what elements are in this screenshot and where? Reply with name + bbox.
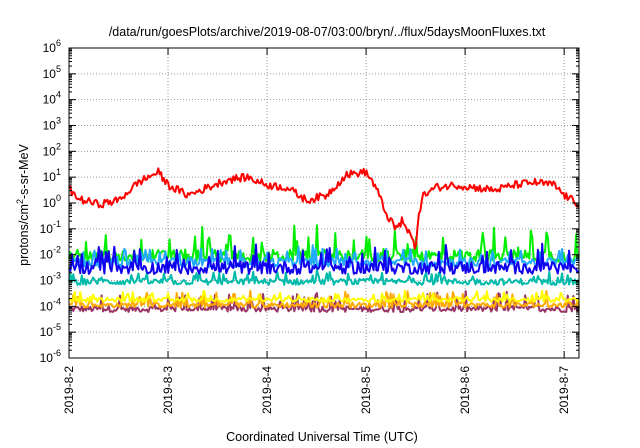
y-tick-label-base: 10 [43, 170, 57, 184]
y-axis-label-sup: 2 [15, 199, 25, 204]
x-tick-label: 2019-8-2 [62, 366, 76, 414]
data-series [68, 167, 580, 313]
x-axis-label: Coordinated Universal Time (UTC) [226, 430, 418, 444]
y-tick-label-base: 10 [43, 196, 57, 210]
y-tick-label-exp: -1 [53, 219, 61, 229]
x-tick-label: 2019-8-5 [359, 366, 373, 414]
y-tick-label-base: 10 [40, 299, 54, 313]
chart-title: /data/run/goesPlots/archive/2019-08-07/0… [109, 25, 546, 39]
y-tick-label-exp: 2 [56, 141, 61, 151]
y-tick-label-exp: 5 [56, 64, 61, 74]
x-tick-label: 2019-8-4 [260, 366, 274, 414]
x-axis-ticks: 2019-8-2 2019-8-3 2019-8-4 2019-8-5 2019-8-6… [62, 48, 571, 414]
series-line [68, 289, 580, 303]
y-tick-label-exp: 3 [56, 116, 61, 126]
y-tick-label-exp: 6 [56, 38, 61, 48]
y-tick-label: 10-6 [40, 348, 61, 365]
series-line [68, 269, 580, 286]
y-tick-label-exp: -4 [53, 296, 61, 306]
y-tick-label-base: 10 [43, 119, 57, 133]
y-axis-label-prefix: protons/cm [17, 204, 31, 266]
x-tick-label: 2019-8-6 [458, 366, 472, 414]
y-tick-label: 106 [43, 38, 61, 55]
y-tick-label-base: 10 [43, 144, 57, 158]
x-tick-label: 2019-8-3 [161, 366, 175, 414]
y-tick-label-base: 10 [40, 351, 54, 365]
y-tick-label-exp: 1 [56, 167, 61, 177]
y-tick-label-exp: -3 [53, 271, 61, 281]
y-tick-label: 10-1 [40, 219, 61, 236]
y-axis-label: protons/cm2-s-sr-MeV [15, 143, 31, 265]
y-tick-label-exp: -5 [53, 322, 61, 332]
y-tick-label-exp: -6 [53, 348, 61, 358]
y-tick-label-base: 10 [40, 248, 54, 262]
y-axis-label-suffix: -s-sr-MeV [17, 143, 31, 199]
y-tick-label-base: 10 [40, 222, 54, 236]
y-tick-label: 10-2 [40, 245, 61, 262]
series-line [68, 289, 580, 309]
y-tick-label-base: 10 [43, 41, 57, 55]
series-line [68, 242, 580, 275]
series-line [68, 167, 580, 250]
y-tick-label: 101 [43, 167, 61, 184]
y-axis-ticks: 10-610-510-410-310-210-11001011021031041… [40, 38, 579, 365]
y-tick-label: 100 [43, 193, 61, 210]
y-tick-label-base: 10 [43, 67, 57, 81]
y-tick-label: 10-5 [40, 322, 61, 339]
y-tick-label: 105 [43, 64, 61, 81]
y-tick-label: 104 [43, 90, 61, 107]
y-tick-label-exp: -2 [53, 245, 61, 255]
y-tick-label-base: 10 [43, 93, 57, 107]
y-tick-label-base: 10 [40, 325, 54, 339]
y-tick-label: 102 [43, 141, 61, 158]
y-tick-label: 103 [43, 116, 61, 133]
y-tick-label: 10-3 [40, 271, 61, 288]
x-tick-label: 2019-8-7 [557, 366, 571, 414]
y-tick-label: 10-4 [40, 296, 61, 313]
y-tick-label-exp: 4 [56, 90, 61, 100]
y-tick-label-base: 10 [40, 274, 54, 288]
y-tick-label-exp: 0 [56, 193, 61, 203]
